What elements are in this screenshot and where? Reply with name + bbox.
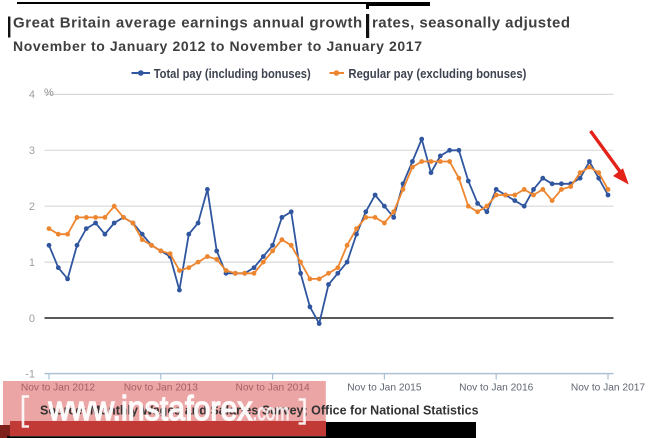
svg-text:November to January 2012 to No: November to January 2012 to November to … — [13, 38, 423, 54]
svg-text:%: % — [44, 87, 54, 99]
svg-text:rates, seasonally adjusted: rates, seasonally adjusted — [372, 15, 570, 32]
svg-text:-1: -1 — [25, 369, 35, 381]
svg-text:Great Britain average earnings: Great Britain average earnings annual gr… — [13, 15, 363, 32]
svg-text:Nov to Jan 2016: Nov to Jan 2016 — [459, 383, 534, 394]
svg-text:Nov to Jan 2017: Nov to Jan 2017 — [571, 383, 646, 394]
svg-text:www.instaforex: www.instaforex — [48, 390, 253, 428]
svg-text:Source: Monthly Wages and Sala: Source: Monthly Wages and Salaries Surve… — [40, 404, 479, 418]
svg-text:.com: .com — [253, 399, 290, 425]
svg-text:2: 2 — [29, 201, 35, 213]
svg-text:Total pay (including bonuses): Total pay (including bonuses) — [154, 67, 311, 81]
svg-text:3: 3 — [29, 145, 35, 157]
svg-text:0: 0 — [29, 313, 35, 325]
svg-text:Nov to Jan 2015: Nov to Jan 2015 — [347, 383, 422, 394]
svg-text:Regular pay (excluding bonuses: Regular pay (excluding bonuses) — [348, 67, 526, 81]
svg-text:4: 4 — [29, 89, 35, 101]
svg-text:1: 1 — [29, 257, 35, 269]
